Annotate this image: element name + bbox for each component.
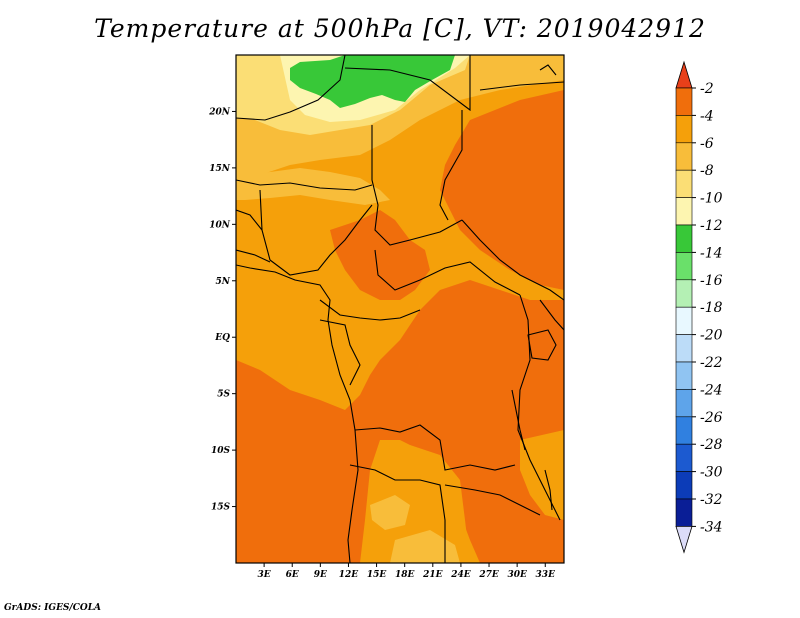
- lat-tick-label: EQ: [214, 333, 230, 343]
- lon-tick-label: 24E: [450, 570, 471, 580]
- grads-credit: GrADS: IGES/COLA: [4, 603, 102, 613]
- band-minus6-southwest: [236, 300, 320, 360]
- border-zambia: [444, 484, 541, 516]
- country-borders: [236, 55, 564, 563]
- temperature-field: [236, 55, 564, 563]
- border-sahel: [236, 179, 373, 191]
- lake-malawi: [544, 469, 553, 511]
- border-north-3: [439, 110, 463, 221]
- lat-tick-label: 20N: [208, 107, 231, 117]
- lat-tick-label: 5N: [216, 277, 231, 287]
- colorbar-swatch: [675, 197, 693, 226]
- lat-tick-label: 5S: [217, 390, 230, 400]
- band-minus4-central: [236, 280, 564, 563]
- colorbar-swatch: [675, 443, 693, 472]
- colorbar-swatch: [675, 471, 693, 500]
- colorbar-swatch: [675, 306, 693, 335]
- colorbar-swatch: [675, 361, 693, 390]
- colorbar-label: -32: [700, 492, 723, 508]
- colorbar-swatch: [675, 115, 693, 144]
- lat-tick-label: 15S: [211, 503, 231, 513]
- lake-tanganyika: [511, 389, 526, 451]
- lon-tick-label: 30E: [507, 570, 527, 580]
- border-north-1: [236, 55, 346, 121]
- colorbar-label: -6: [700, 136, 714, 152]
- border-nigeria: [259, 189, 373, 276]
- colorbar-label: -18: [700, 300, 723, 316]
- coastline-west: [236, 264, 359, 563]
- band-minus8-south-b: [370, 495, 410, 530]
- colorbar-label: -30: [700, 465, 723, 481]
- lon-tick-label: 6E: [286, 570, 299, 580]
- colorbar-swatch: [675, 416, 693, 445]
- lon-tick-label: 21E: [422, 570, 443, 580]
- band-minus14-north: [290, 55, 455, 108]
- border-sudan: [461, 219, 564, 301]
- colorbar-swatch: [675, 334, 693, 363]
- band-minus8-south-c: [390, 530, 460, 563]
- border-sw: [236, 249, 271, 263]
- colorbar-swatch: [675, 252, 693, 281]
- lon-tick-label: 33E: [536, 570, 556, 580]
- lon-tick-label: 15E: [367, 570, 387, 580]
- lat-tick-label: 10S: [211, 446, 231, 456]
- border-congo-north: [319, 299, 421, 321]
- lake-victoria: [527, 329, 557, 361]
- colorbar-label: -22: [700, 355, 723, 371]
- colorbar-label: -10: [700, 191, 723, 207]
- colorbar-swatch: [675, 279, 693, 308]
- border-north-2: [344, 55, 471, 112]
- border-west-africa: [236, 209, 263, 231]
- border-drc-south: [354, 424, 516, 471]
- colorbar-label: -20: [700, 328, 723, 344]
- lat-tick-label: 15N: [209, 164, 231, 174]
- lon-tick-label: 12E: [339, 570, 359, 580]
- colorbar-label: -28: [700, 437, 723, 453]
- band-minus4-ne: [440, 90, 564, 290]
- colorbar-swatch: [675, 389, 693, 418]
- border-angola: [349, 464, 446, 563]
- border-gabon: [319, 319, 361, 386]
- border-east: [539, 299, 564, 331]
- lon-tick-label: 18E: [395, 570, 415, 580]
- border-car: [374, 249, 521, 296]
- red-sea-coast: [539, 64, 557, 76]
- border-chad: [371, 125, 463, 246]
- border-drc-east: [517, 294, 561, 521]
- colorbar-label: -12: [700, 218, 723, 234]
- lon-tick-label: 9E: [314, 570, 327, 580]
- colorbar-label: -8: [700, 163, 714, 179]
- longitude-axis: 3E 6E 9E 12E 15E 18E 21E 24E 27E 30E 33E: [258, 563, 556, 580]
- band-minus4-west: [330, 210, 430, 300]
- colorbar-label: -24: [700, 382, 723, 398]
- colorbar-label: -4: [700, 108, 714, 124]
- colorbar-label: -14: [700, 245, 723, 261]
- colorbar-swatch: [675, 142, 693, 171]
- colorbar-swatch: [675, 169, 693, 198]
- colorbar-swatch: [675, 87, 693, 116]
- band-minus6-east: [520, 430, 564, 520]
- colorbar-label: -16: [700, 273, 723, 289]
- lon-tick-label: 3E: [258, 570, 271, 580]
- colorbar-swatch: [675, 498, 693, 527]
- colorbar-top-arrow: [675, 60, 693, 89]
- lon-tick-label: 27E: [478, 570, 499, 580]
- map-frame: [235, 54, 565, 564]
- map-title: Temperature at 500hPa [C], VT: 201904291…: [94, 14, 706, 43]
- lat-tick-label: 10N: [209, 220, 231, 230]
- latitude-axis: 20N 15N 10N 5N EQ 5S 10S 15S: [208, 107, 236, 513]
- colorbar-bottom-arrow: [675, 526, 693, 554]
- colorbar-label: -26: [700, 410, 723, 426]
- border-ne: [479, 81, 564, 91]
- colorbar-label: -34: [700, 519, 723, 535]
- colorbar: -2 -4 -6 -8 -10 -12 -14 -16 -18 -20 -22 -24 -26 -28 -3…: [675, 60, 723, 554]
- colorbar-swatch: [675, 224, 693, 253]
- colorbar-label: -2: [700, 81, 714, 97]
